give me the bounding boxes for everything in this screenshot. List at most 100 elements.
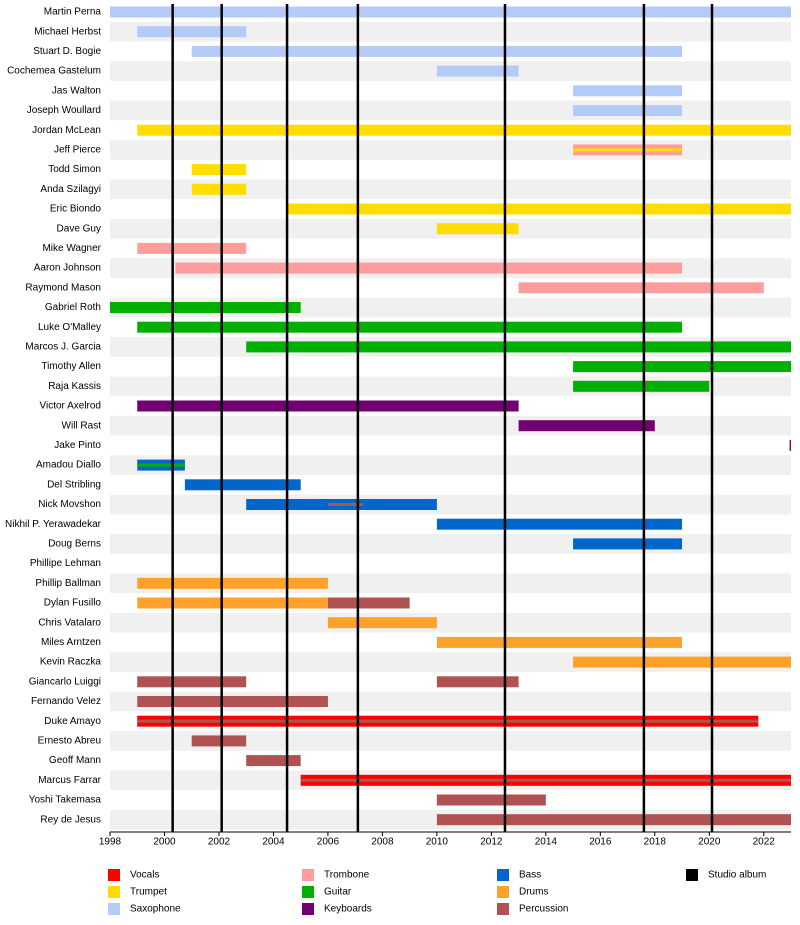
tenure-bar (137, 597, 328, 609)
y-tick-label: Phillipe Lehman (30, 558, 101, 569)
legend-swatch (302, 886, 314, 898)
y-tick-label: Jordan McLean (32, 125, 101, 136)
y-tick-label: Amadou Diallo (36, 460, 101, 471)
tenure-bar (436, 794, 546, 806)
tenure-bar (110, 6, 791, 18)
row-stripe (110, 100, 791, 121)
y-tick-label: Aaron Johnson (34, 263, 101, 274)
tenure-bar (137, 242, 247, 254)
tenure-bar (573, 105, 683, 116)
y-tick-label: Stuart D. Bogie (33, 46, 101, 57)
y-tick-label: Marcus Farrar (38, 775, 101, 786)
legend-swatch (497, 869, 509, 881)
tenure-bar (436, 636, 683, 648)
x-tick-label: 2006 (317, 837, 340, 848)
x-tick-label: 2010 (426, 837, 449, 848)
tenure-bar (436, 676, 519, 688)
row-stripe (110, 455, 791, 475)
y-tick-label: Luke O'Malley (38, 322, 101, 333)
x-tick-label: 2000 (153, 837, 176, 848)
legend-label: Vocals (130, 870, 159, 881)
tenure-bar (573, 538, 683, 550)
tenure-bar (191, 183, 247, 195)
tenure-bar (137, 124, 792, 136)
tenure-bar (191, 45, 683, 57)
y-tick-label: Rey de Jesus (40, 814, 101, 825)
row-stripe (110, 612, 791, 633)
y-tick-label: Todd Simon (48, 164, 101, 175)
secondary-role-bar (300, 778, 791, 782)
tenure-bar (436, 518, 683, 530)
tenure-bar (327, 617, 437, 629)
y-tick-label: Joseph Woullard (27, 105, 101, 116)
y-tick-label: Michael Herbst (34, 26, 101, 37)
tenure-bar (573, 656, 791, 668)
x-tick-label: 2020 (698, 837, 721, 848)
tenure-bar (573, 85, 683, 97)
tenure-bar (137, 696, 328, 707)
legend-label: Percussion (519, 904, 568, 915)
row-stripe (110, 731, 791, 751)
x-tick-label: 1998 (99, 837, 122, 848)
y-tick-label: Duke Amayo (44, 716, 101, 727)
x-tick-label: 2012 (480, 837, 503, 848)
y-tick-label: Jake Pinto (54, 440, 101, 451)
legend-label: Saxophone (130, 904, 181, 915)
y-tick-label: Jeff Pierce (54, 145, 101, 156)
y-tick-label: Gabriel Roth (45, 302, 101, 313)
tenure-bar (137, 321, 683, 333)
tenure-bar (573, 361, 791, 373)
tenure-bar (436, 223, 519, 235)
x-tick-label: 2004 (262, 837, 285, 848)
tenure-bar (246, 755, 301, 767)
y-tick-label: Anda Szilagyi (40, 184, 101, 195)
tenure-bar (436, 65, 519, 77)
row-stripe (110, 179, 791, 200)
y-tick-label: Kevin Raczka (40, 657, 102, 668)
tenure-bar (184, 479, 301, 491)
tenure-bar (191, 735, 247, 747)
tenure-bar (789, 439, 791, 451)
legend-label: Trumpet (130, 887, 167, 898)
legend-swatch (497, 903, 509, 915)
y-tick-label: Martin Perna (44, 7, 102, 18)
tenure-bar (327, 597, 410, 609)
tenure-bar (137, 26, 247, 38)
y-tick-label: Dave Guy (57, 223, 101, 234)
y-tick-label: Miles Arntzen (41, 637, 101, 648)
row-stripe (110, 534, 791, 554)
legend-swatch (108, 869, 120, 881)
tenure-bar (436, 814, 791, 826)
y-tick-label: Fernando Velez (31, 696, 101, 707)
y-tick-label: Dylan Fusillo (44, 598, 102, 609)
y-tick-label: Jas Walton (52, 85, 101, 96)
secondary-role-bar (327, 503, 364, 506)
y-tick-label: Raymond Mason (25, 282, 101, 293)
y-tick-label: Del Stribling (47, 479, 101, 490)
tenure-bar (518, 282, 764, 294)
legend-label: Drums (519, 887, 548, 898)
tenure-bar (137, 676, 247, 688)
y-tick-label: Will Rast (62, 420, 102, 431)
y-tick-label: Doug Berns (48, 539, 101, 550)
y-tick-label: Marcos J. Garcia (25, 342, 101, 353)
y-tick-label: Raja Kassis (48, 381, 101, 392)
tenure-bar (573, 380, 710, 392)
row-stripe (110, 415, 791, 436)
y-tick-label: Cochemea Gastelum (7, 66, 101, 77)
y-tick-label: Eric Biondo (50, 204, 102, 215)
row-stripe (110, 494, 791, 515)
x-tick-label: 2014 (535, 837, 558, 848)
legend-swatch (108, 903, 120, 915)
tenure-bar (518, 420, 655, 432)
x-tick-label: 2018 (644, 837, 667, 848)
x-tick-label: 2008 (371, 837, 394, 848)
y-tick-label: Yoshi Takemasa (29, 795, 102, 806)
y-tick-label: Chris Vatalaro (38, 617, 101, 628)
legend-swatch (302, 869, 314, 881)
tenure-bar (137, 577, 328, 589)
y-tick-label: Victor Axelrod (39, 401, 101, 412)
secondary-role-bar (137, 719, 759, 723)
y-tick-label: Nikhil P. Yerawadekar (5, 519, 102, 530)
